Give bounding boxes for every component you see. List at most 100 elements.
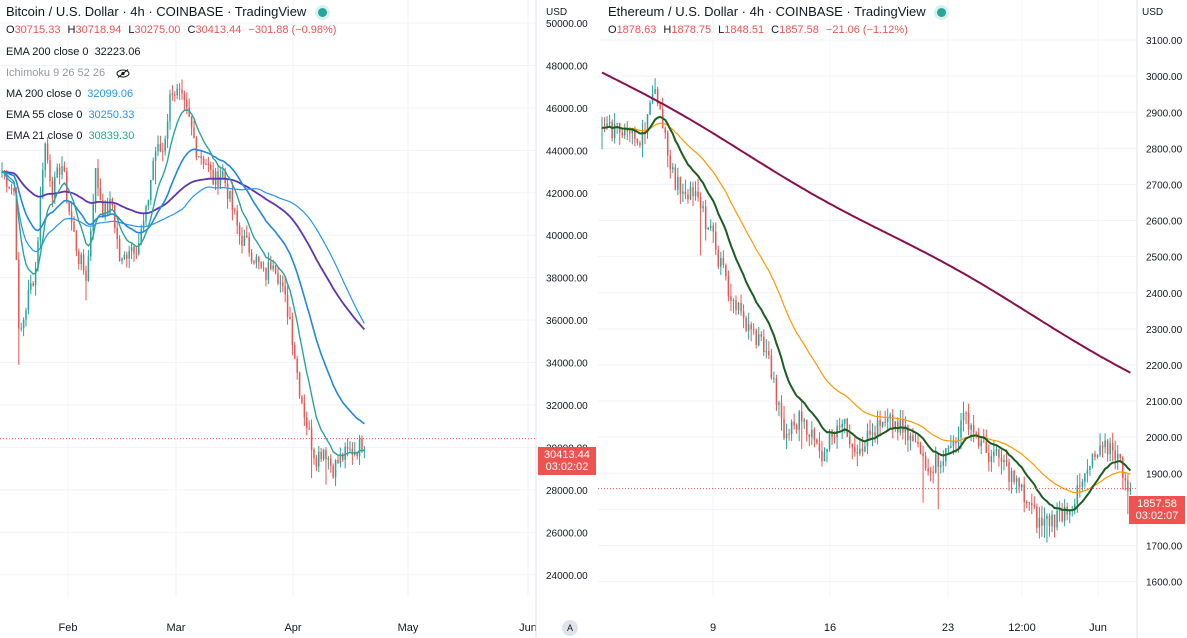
candle-body [785, 433, 788, 439]
candle-body [1003, 459, 1005, 462]
indicator-ema21[interactable]: EMA 21 close 0 30839.30 [6, 130, 134, 142]
candle-body [1079, 485, 1081, 487]
candle-body [202, 158, 205, 165]
candle-body [212, 169, 214, 185]
btc-ohlc-row: O30715.33 H30718.94 L30275.00 C30413.44 … [6, 24, 340, 36]
candle-body [929, 471, 932, 473]
candle-body [922, 453, 924, 457]
candle-body [677, 176, 679, 190]
candle-body [154, 151, 157, 161]
candle-body [699, 197, 702, 209]
y-tick-label: 3000.00 [1146, 72, 1183, 83]
eth-chart-canvas[interactable]: 1600.001700.001800.001900.002000.002100.… [598, 0, 1187, 638]
candle-body [942, 461, 945, 466]
candle-body [97, 168, 99, 189]
candle-body [104, 204, 106, 218]
candle-body [121, 258, 123, 261]
candle-body [1018, 478, 1020, 488]
candle-body [193, 127, 195, 139]
ohlc-open-value: 1878.63 [616, 24, 657, 36]
candle-body [1099, 445, 1101, 455]
candle-body [982, 440, 985, 442]
btc-chart-pane[interactable]: 24000.0026000.0028000.0030000.0032000.00… [0, 0, 598, 638]
candle-body [613, 124, 616, 139]
candle-body [823, 452, 826, 462]
candle-body [725, 265, 727, 277]
candle-body [1036, 506, 1038, 528]
candle-body [1086, 470, 1089, 474]
candle-body [286, 294, 289, 317]
candle-body [646, 114, 649, 133]
indicator-ichimoku[interactable]: Ichimoku 9 26 52 26 [6, 67, 130, 79]
indicator-label: EMA 21 close 0 [6, 130, 83, 142]
candle-body [763, 336, 765, 352]
candle-body [49, 160, 51, 182]
candle-body [684, 191, 687, 195]
candle-body [140, 229, 142, 244]
btc-currency-label[interactable]: USD [546, 7, 568, 18]
candle-body [159, 143, 162, 152]
candle-body [682, 191, 684, 194]
candle-body [229, 190, 231, 199]
candle-body [1005, 459, 1008, 463]
candle-body [262, 267, 265, 269]
x-tick-label: 9 [710, 622, 716, 634]
eth-chart-title[interactable]: Ethereum / U.S. Dollar · 4h · COINBASE ·… [608, 4, 926, 19]
candle-body [730, 296, 732, 301]
indicator-ema55[interactable]: EMA 55 close 0 30250.33 [6, 109, 134, 121]
candle-body [990, 456, 993, 462]
candle-body [752, 329, 755, 331]
candle-body [1048, 515, 1051, 527]
candle-body [207, 164, 210, 166]
btc-chart-title[interactable]: Bitcoin / U.S. Dollar · 4h · COINBASE · … [6, 4, 307, 19]
candle-body [265, 268, 267, 280]
candle-body [274, 265, 277, 274]
eth-currency-label[interactable]: USD [1142, 7, 1164, 18]
candle-body [623, 128, 626, 136]
candle-body [68, 201, 70, 212]
y-tick-label: 24000.00 [546, 571, 588, 582]
candle-body [92, 203, 94, 231]
candle-body [128, 251, 130, 259]
y-tick-label: 2600.00 [1146, 217, 1183, 228]
moving-average-line [602, 122, 1131, 494]
candle-body [320, 451, 322, 460]
auto-scale-button[interactable]: A [562, 620, 578, 636]
indicator-label: MA 200 close 0 [6, 88, 82, 100]
candle-body [20, 328, 22, 330]
candle-body [289, 316, 291, 320]
candle-body [1094, 453, 1096, 458]
candle-body [1074, 504, 1076, 510]
ohlc-high-value: 1878.75 [671, 24, 712, 36]
candle-body [1061, 509, 1063, 522]
candle-body [109, 198, 111, 215]
candle-body [183, 93, 186, 101]
candle-body [1028, 502, 1031, 504]
indicator-value: 32223.06 [94, 46, 141, 58]
indicator-ma200[interactable]: MA 200 close 0 32099.06 [6, 88, 133, 100]
eth-chart-pane[interactable]: 1600.001700.001800.001900.002000.002100.… [598, 0, 1187, 638]
candle-body [704, 206, 707, 230]
candle-body [1020, 484, 1023, 488]
btc-last-price: 30413.44 [544, 449, 590, 461]
candle-body [1056, 510, 1058, 528]
candle-body [87, 256, 90, 281]
eye-hidden-icon[interactable] [116, 68, 130, 78]
candle-body [634, 128, 636, 139]
candle-body [51, 181, 54, 199]
candle-body [727, 276, 730, 297]
candle-body [831, 430, 833, 437]
candle-body [54, 177, 56, 199]
candle-body [843, 418, 846, 424]
candle-body [616, 123, 618, 125]
indicator-ema200[interactable]: EMA 200 close 0 32223.06 [6, 46, 140, 58]
candle-body [22, 319, 25, 329]
candle-body [325, 449, 327, 460]
candle-body [993, 451, 995, 457]
candle-body [876, 420, 879, 437]
candle-body [27, 289, 30, 311]
candle-body [296, 358, 298, 373]
candle-body [765, 350, 768, 352]
candle-body [866, 430, 869, 447]
btc-last-price-label: 30413.44 03:02:02 [538, 447, 596, 475]
